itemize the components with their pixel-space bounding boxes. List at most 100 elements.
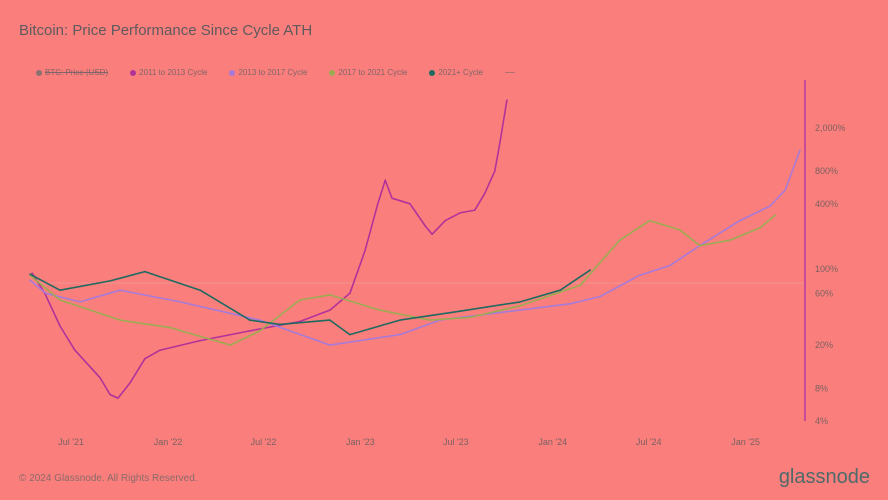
- data-point: [59, 289, 61, 292]
- data-point: [144, 270, 146, 273]
- legend-dot: [229, 69, 236, 76]
- series-line-2021-cycle: [29, 269, 591, 336]
- y-tick-label: 60%: [815, 288, 833, 298]
- data-point: [278, 323, 281, 326]
- data-point: [109, 393, 111, 396]
- chart-title: Bitcoin: Price Performance Since Cycle A…: [19, 22, 313, 39]
- copyright: © 2024 Glassnode. All Rights Reserved.: [19, 473, 198, 484]
- data-point: [45, 292, 47, 295]
- x-tick-label: Jul '23: [443, 437, 469, 447]
- data-point: [519, 305, 521, 307]
- data-point: [399, 319, 401, 321]
- data-point: [199, 289, 202, 292]
- data-point: [258, 319, 261, 321]
- data-point: [159, 349, 161, 351]
- data-point: [299, 299, 301, 301]
- series-line-2011-to-2013-cycle: [31, 100, 508, 399]
- legend-dot: [130, 69, 137, 76]
- y-tick-label: 8%: [815, 383, 828, 393]
- data-point: [784, 189, 786, 191]
- data-point: [739, 219, 741, 222]
- data-point: [678, 229, 681, 231]
- data-point: [329, 309, 331, 311]
- data-point: [379, 309, 381, 311]
- data-point: [31, 272, 33, 274]
- legend-more-icon[interactable]: [505, 72, 516, 73]
- data-point: [329, 319, 331, 321]
- data-point: [506, 99, 508, 101]
- data-point: [79, 301, 81, 303]
- data-point: [484, 192, 486, 195]
- data-point: [579, 284, 581, 287]
- data-point: [364, 249, 366, 251]
- data-point: [329, 344, 331, 346]
- x-tick-label: Jan '25: [731, 437, 760, 447]
- data-point: [699, 244, 701, 247]
- data-point: [729, 239, 731, 241]
- legend: BTC: Price (USD) 2011 to 2013 Cycle 2013…: [36, 68, 516, 77]
- data-point: [799, 149, 801, 152]
- data-point: [59, 325, 61, 327]
- x-tick-label: Jan '24: [538, 437, 567, 447]
- data-point: [459, 310, 461, 313]
- data-point: [119, 289, 121, 292]
- data-point: [119, 319, 121, 321]
- data-point: [248, 319, 251, 321]
- legend-item-2021-plus[interactable]: 2021+ Cycle: [429, 68, 483, 77]
- data-point: [499, 140, 501, 143]
- legend-dot: [36, 69, 42, 76]
- data-point: [349, 333, 351, 336]
- data-point: [638, 274, 641, 277]
- data-point: [519, 309, 521, 311]
- legend-dot: [329, 69, 336, 76]
- data-point: [377, 203, 379, 205]
- data-point: [599, 295, 602, 298]
- data-point: [469, 316, 471, 319]
- data-point: [109, 280, 111, 282]
- data-point: [589, 269, 592, 271]
- x-tick-label: Jul '22: [251, 437, 277, 447]
- legend-dot: [429, 69, 436, 76]
- data-point: [384, 179, 386, 181]
- glassnode-logo: glassnode: [778, 466, 870, 488]
- data-point: [431, 233, 433, 235]
- y-tick-label: 100%: [815, 264, 838, 274]
- data-point: [668, 264, 671, 267]
- data-point: [59, 299, 61, 301]
- data-point: [444, 219, 447, 222]
- y-tick-label: 2,000%: [815, 123, 846, 133]
- data-point: [769, 205, 771, 208]
- data-point: [248, 330, 251, 332]
- data-point: [391, 197, 393, 200]
- data-point: [229, 344, 232, 346]
- data-point: [169, 326, 171, 329]
- legend-item-2017-2021[interactable]: 2017 to 2021 Cycle: [329, 68, 407, 77]
- data-point: [429, 319, 431, 321]
- data-point: [144, 357, 146, 360]
- y-tick-label: 400%: [815, 199, 838, 209]
- data-point: [258, 330, 261, 332]
- x-tick-label: Jul '24: [636, 437, 662, 447]
- data-point: [774, 214, 776, 216]
- data-point: [459, 212, 461, 214]
- data-point: [409, 203, 411, 205]
- x-tick-label: Jan '22: [154, 437, 183, 447]
- y-tick-label: 800%: [815, 166, 838, 176]
- data-point: [129, 381, 131, 384]
- legend-item-2011-2013[interactable]: 2011 to 2013 Cycle: [130, 68, 207, 77]
- legend-item-2013-2017[interactable]: 2013 to 2017 Cycle: [229, 68, 307, 77]
- data-point: [559, 289, 561, 292]
- data-point: [473, 209, 476, 211]
- data-point: [329, 294, 331, 296]
- x-tick-label: Jul '21: [58, 437, 84, 447]
- x-tick-label: Jan '23: [346, 437, 375, 447]
- data-point: [349, 292, 351, 295]
- data-point: [29, 273, 31, 275]
- data-point: [569, 303, 571, 305]
- data-point: [199, 339, 202, 342]
- y-tick-label: 20%: [815, 340, 833, 350]
- data-point: [519, 301, 521, 303]
- legend-item-btc-price[interactable]: BTC: Price (USD): [36, 68, 108, 77]
- series-line-2017-to-2021-cycle: [29, 214, 776, 346]
- data-point: [179, 301, 181, 303]
